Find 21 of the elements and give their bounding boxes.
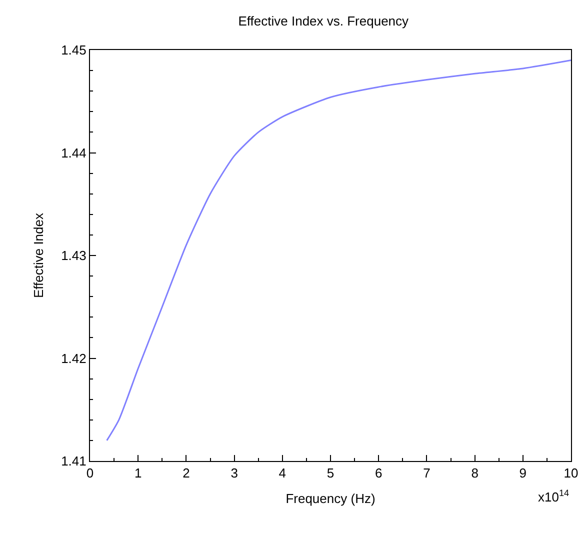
x-tick-label: 10: [564, 466, 578, 481]
x-tick-label: 9: [519, 466, 527, 481]
x-tick-label: 2: [182, 466, 190, 481]
y-axis-title: Effective Index: [31, 212, 46, 298]
x-tick-label: 7: [423, 466, 430, 481]
y-tick-label: 1.44: [61, 145, 86, 160]
line-series: [106, 60, 571, 442]
x-tick-label: 8: [471, 466, 478, 481]
y-tick-label: 1.43: [61, 248, 86, 264]
y-tick-label: 1.41: [61, 454, 86, 469]
x-tick-label: 5: [326, 466, 334, 481]
x-tick-label: 3: [230, 466, 238, 481]
text: x10$^{14}$: [538, 488, 570, 504]
x-axis-title: Frequency (Hz): [286, 491, 376, 506]
y-tick-label: 1.45: [61, 42, 86, 58]
x-tick-label: 6: [374, 466, 382, 481]
chart-title: Effective Index vs. Frequency: [238, 14, 410, 29]
x-tick-label: 0: [86, 466, 94, 481]
x-tick-label: 1: [134, 466, 142, 481]
x-tick-label: 4: [278, 466, 286, 481]
y-tick-label: 1.42: [61, 350, 86, 366]
